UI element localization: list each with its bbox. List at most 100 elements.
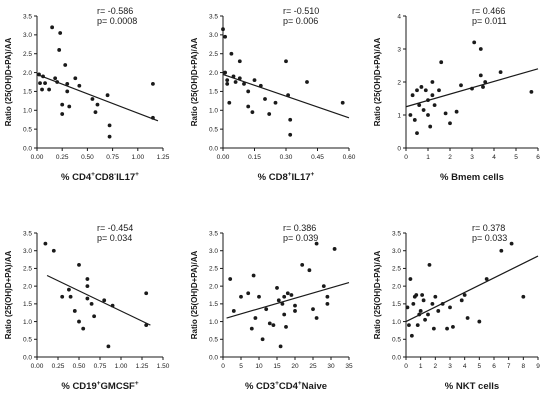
- y-tick-label: 3.5: [23, 13, 32, 20]
- p-value: p= 0.011: [472, 16, 507, 26]
- y-tick-label: 1.0: [23, 108, 32, 115]
- data-point: [439, 60, 444, 65]
- x-tick-label: 0.25: [56, 154, 69, 161]
- data-point: [280, 301, 285, 306]
- x-axis-label-part: % CD8: [258, 172, 288, 183]
- data-point: [90, 97, 95, 101]
- regression-line: [405, 255, 539, 323]
- y-tick-label: 0.0: [209, 145, 218, 152]
- data-point: [242, 81, 246, 86]
- data-point: [478, 47, 483, 51]
- x-tick-label: 0.75: [94, 363, 107, 370]
- data-point: [227, 100, 232, 105]
- data-point: [414, 293, 419, 297]
- data-point: [499, 248, 504, 253]
- data-point: [411, 301, 416, 306]
- x-tick-label: 1: [426, 154, 430, 161]
- y-tick-label: 0.0: [392, 354, 401, 361]
- chart-panel-5: 0.0 0.5 1.0 1.5 2.0 2.5 3.0 3.5 0 5 10 15 20 25 30 35 r=…: [190, 223, 353, 392]
- data-point: [459, 83, 463, 88]
- x-axis-label: % CD3+CD4+Naive: [245, 380, 327, 392]
- data-point: [410, 93, 415, 98]
- x-axis-label-part: +: [135, 171, 139, 178]
- y-tick-label: 0.0: [23, 354, 32, 361]
- regression-line: [222, 73, 350, 119]
- chart-panel-6: 0.0 0.5 1.0 1.5 2.0 2.5 3.0 3.5 0 1 2 3 4 5 6 7 8 9 r= 0.3…: [373, 223, 540, 392]
- r-value: r= -0.510: [283, 6, 319, 16]
- x-tick-label: 1.25: [157, 154, 170, 161]
- data-point: [430, 301, 435, 306]
- data-point: [225, 78, 230, 83]
- data-point: [305, 80, 309, 84]
- x-axis-label: % CD8+IL17+: [258, 171, 315, 183]
- x-tick-label: 0: [404, 154, 408, 161]
- data-point: [110, 303, 115, 308]
- y-axis-label: Ratio (25(OH)D+PA)/AA: [190, 38, 199, 127]
- data-point: [288, 132, 293, 137]
- x-axis-label-part: +: [298, 380, 302, 387]
- data-point: [276, 298, 281, 303]
- data-point: [307, 268, 312, 273]
- data-point: [47, 87, 51, 92]
- data-point: [521, 294, 526, 299]
- r-value: r= 0.386: [283, 223, 316, 233]
- data-point: [427, 262, 432, 267]
- data-point: [253, 316, 258, 320]
- data-point: [430, 80, 435, 84]
- data-point: [85, 277, 90, 281]
- data-point: [419, 85, 424, 89]
- data-point: [252, 78, 257, 83]
- data-point: [40, 87, 44, 92]
- x-tick-label: 15: [273, 363, 281, 370]
- y-tick-label: 3.5: [209, 230, 218, 237]
- data-point: [433, 294, 438, 299]
- x-axis-label-part: IL17: [292, 172, 311, 183]
- x-tick-label: 1: [419, 363, 423, 370]
- data-point: [67, 104, 72, 109]
- x-tick-label: 4: [492, 154, 496, 161]
- data-point: [451, 324, 455, 329]
- data-point: [249, 326, 254, 331]
- data-point: [426, 312, 430, 317]
- data-point: [498, 70, 503, 74]
- data-point: [462, 293, 467, 297]
- chart-panel-2: 0.0 0.5 1.0 1.5 2.0 2.5 3.0 3.5 0.00 0.15 0.30 0.45…: [190, 6, 356, 183]
- data-point: [465, 316, 470, 320]
- y-tick-label: 2.0: [23, 283, 32, 290]
- data-point: [251, 273, 256, 278]
- x-tick-label: 6: [492, 363, 496, 370]
- data-point: [93, 110, 98, 115]
- regression-line: [46, 274, 151, 326]
- x-tick-label: 0.25: [52, 363, 65, 370]
- x-axis-label-part: +: [97, 380, 101, 387]
- data-point: [282, 294, 287, 299]
- data-point: [325, 294, 330, 299]
- x-tick-label: 0.30: [280, 154, 293, 161]
- data-point: [311, 307, 315, 312]
- x-axis-label-part: % CD4: [61, 172, 92, 183]
- x-tick-label: 4: [463, 363, 467, 370]
- x-tick-label: 3: [448, 363, 452, 370]
- r-value: r= 0.466: [472, 6, 505, 16]
- data-point: [51, 248, 56, 253]
- y-tick-label: 0.5: [209, 126, 218, 133]
- y-tick-label: 0.5: [209, 337, 218, 344]
- x-tick-label: 0.00: [217, 154, 230, 161]
- x-tick-label: 5: [478, 363, 482, 370]
- r-value: r= 0.378: [472, 223, 505, 233]
- x-axis-label-part: IL17: [116, 172, 135, 183]
- y-tick-label: 1.0: [209, 108, 218, 115]
- y-tick-label: 0.5: [23, 126, 32, 133]
- data-point: [459, 298, 464, 303]
- data-point: [267, 112, 272, 116]
- y-axis-label: Ratio (25(OH)D+PA)/AA: [4, 251, 13, 340]
- data-point: [63, 63, 68, 67]
- data-point: [85, 284, 90, 289]
- data-point: [43, 81, 47, 86]
- y-tick-label: 2.0: [23, 70, 32, 77]
- data-point: [405, 305, 410, 310]
- data-point: [286, 93, 290, 98]
- y-tick-label: 2.0: [209, 70, 218, 77]
- x-axis-label-part: +: [135, 380, 139, 387]
